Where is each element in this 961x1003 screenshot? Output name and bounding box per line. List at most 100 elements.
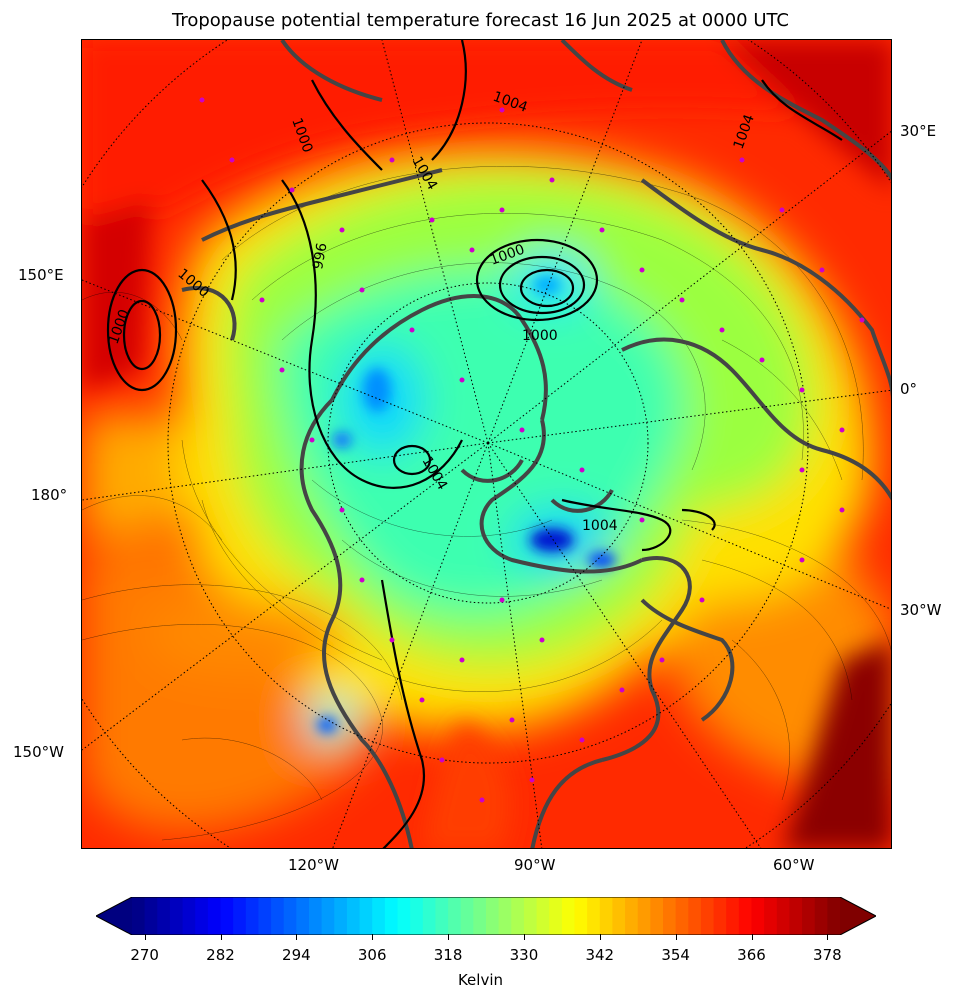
colorbar-segment <box>814 897 828 935</box>
colorbar-segment <box>637 897 651 935</box>
colorbar-tick-label: 270 <box>130 946 159 964</box>
colorbar-segment <box>296 897 310 935</box>
colorbar-segment <box>625 897 639 935</box>
colorbar-segment <box>182 897 196 935</box>
lon-label-30w: 30°W <box>900 601 942 619</box>
colorbar-tick-mark <box>523 934 525 940</box>
colorbar-tick-mark <box>144 934 146 940</box>
colorbar-segment <box>738 897 753 935</box>
lon-label-60w: 60°W <box>773 856 815 874</box>
colorbar-segment <box>764 897 778 935</box>
colorbar-segment <box>536 897 550 935</box>
colorbar-segment <box>776 897 791 935</box>
colorbar-tick-label: 354 <box>661 946 690 964</box>
colorbar-segment <box>726 897 740 935</box>
colorbar-segment <box>549 897 563 935</box>
colorbar-segment <box>397 897 411 935</box>
colorbar-segment <box>802 897 816 935</box>
colorbar-segment <box>751 897 765 935</box>
colorbar-tick-mark <box>675 934 677 940</box>
coastlines <box>181 40 891 848</box>
colorbar-label: Kelvin <box>457 971 504 989</box>
colorbar-tick-label: 282 <box>206 946 235 964</box>
colorbar-segment <box>207 897 222 935</box>
colorbar-segment <box>713 897 727 935</box>
colorbar-tick-label: 342 <box>585 946 615 964</box>
colorbar-segment <box>169 897 184 935</box>
lon-label-30e: 30°E <box>900 122 937 140</box>
colorbar-segment <box>435 897 449 935</box>
map-canvas: 1004 1000 996 1000 1004 1000 1004 1000 1… <box>82 40 891 848</box>
colorbar-segment <box>157 897 171 935</box>
colorbar-segment <box>663 897 677 935</box>
colorbar-segment <box>460 897 474 935</box>
lon-label-0: 0° <box>900 380 918 398</box>
colorbar-tick-mark <box>827 934 829 940</box>
lon-label-180: 180° <box>31 486 68 504</box>
colorbar-tick-mark <box>296 934 298 940</box>
colorbar-segment <box>410 897 424 935</box>
colorbar-segment <box>789 897 803 935</box>
lon-label-90w: 90°W <box>514 856 556 874</box>
colorbar-segment <box>700 897 715 935</box>
colorbar-segment <box>612 897 626 935</box>
colorbar-tick-label: 330 <box>509 946 539 964</box>
colorbar-segment <box>473 897 487 935</box>
colorbar-segment <box>220 897 234 935</box>
cold-cores <box>317 275 616 733</box>
colorbar-segment <box>675 897 689 935</box>
colorbar-segment <box>321 897 335 935</box>
station-markers <box>199 97 865 803</box>
colorbar-segment <box>283 897 297 935</box>
colorbar-segment <box>132 897 146 935</box>
colorbar-segment <box>233 897 247 935</box>
colorbar-segment <box>599 897 614 935</box>
colorbar-segment <box>523 897 538 935</box>
graticule <box>82 40 891 848</box>
colorbar-segment <box>587 897 601 935</box>
colorbar-segment <box>271 897 285 935</box>
colorbar <box>94 896 878 936</box>
colorbar-segment <box>372 897 386 935</box>
colorbar-segment <box>448 897 462 935</box>
colorbar-tick-label: 366 <box>737 946 766 964</box>
colorbar-segment <box>346 897 361 935</box>
colorbar-tick-mark <box>751 934 753 940</box>
colorbar-tick-label: 378 <box>813 946 842 964</box>
colorbar-tick-label: 318 <box>433 946 463 964</box>
colorbar-segment <box>422 897 437 935</box>
colorbar-segment <box>498 897 512 935</box>
colorbar-segment <box>574 897 588 935</box>
colorbar-tick-mark <box>372 934 374 940</box>
colorbar-segment <box>334 897 348 935</box>
colorbar-extend-max <box>840 897 876 935</box>
colorbar-segment <box>384 897 399 935</box>
map-plot-area[interactable]: 1004 1000 996 1000 1004 1000 1004 1000 1… <box>81 39 892 849</box>
lon-label-150w: 150°W <box>13 743 64 761</box>
colorbar-tick-label: 306 <box>357 946 387 964</box>
colorbar-segment <box>688 897 702 935</box>
colorbar-tick-mark <box>448 934 450 940</box>
colorbar-segment <box>561 897 576 935</box>
colorbar-extend-min <box>96 897 132 935</box>
colorbar-segment <box>650 897 664 935</box>
colorbar-tick-mark <box>220 934 222 940</box>
colorbar-segment <box>827 897 841 935</box>
colorbar-segment <box>245 897 260 935</box>
colorbar-segment <box>144 897 158 935</box>
colorbar-segment <box>258 897 272 935</box>
colorbar-gradient <box>94 896 878 936</box>
colorbar-segment <box>309 897 323 935</box>
lon-label-120w: 120°W <box>288 856 339 874</box>
contour-label: 996 <box>310 242 330 271</box>
colorbar-segment <box>359 897 373 935</box>
map-title: Tropopause potential temperature forecas… <box>171 10 790 31</box>
colorbar-segment <box>195 897 209 935</box>
contour-label: 1000 <box>522 328 558 344</box>
lon-label-150e: 150°E <box>18 266 64 284</box>
pressure-contours <box>106 40 843 848</box>
colorbar-tick-mark <box>599 934 601 940</box>
colorbar-segment <box>486 897 500 935</box>
contour-label: 1004 <box>582 518 618 534</box>
colorbar-segment <box>511 897 525 935</box>
